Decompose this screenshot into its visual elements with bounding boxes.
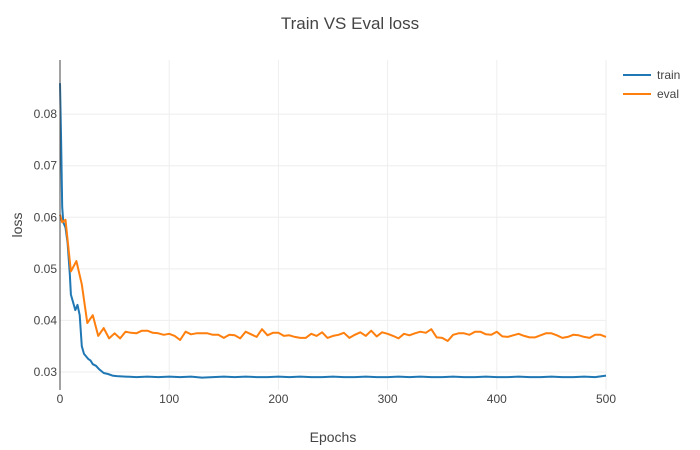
y-tick-label: 0.07 (34, 159, 58, 173)
series-line-eval[interactable] (59, 214, 607, 342)
y-tick-label: 0.04 (34, 313, 58, 327)
chart-title: Train VS Eval loss (281, 14, 419, 33)
legend-item-train[interactable]: train (623, 68, 680, 82)
y-axis: 0.03 0.04 0.05 0.06 0.07 0.08 (34, 107, 58, 379)
x-tick-label: 400 (487, 392, 507, 406)
legend-label: eval (657, 87, 679, 101)
legend[interactable]: train eval (623, 68, 680, 101)
y-axis-title: loss (9, 213, 25, 238)
y-tick-label: 0.05 (34, 262, 58, 276)
legend-item-eval[interactable]: eval (623, 87, 679, 101)
x-tick-label: 300 (378, 392, 398, 406)
y-tick-label: 0.03 (34, 365, 58, 379)
x-tick-label: 500 (596, 392, 616, 406)
x-axis: 0 100 200 300 400 500 (57, 392, 617, 406)
plot-area (59, 83, 607, 379)
x-axis-title: Epochs (310, 429, 357, 445)
y-tick-label: 0.06 (34, 210, 58, 224)
y-tick-label: 0.08 (34, 107, 58, 121)
series-line-train[interactable] (59, 83, 607, 379)
legend-label: train (657, 68, 680, 82)
grid (60, 60, 607, 390)
x-tick-label: 200 (268, 392, 288, 406)
x-tick-label: 100 (159, 392, 179, 406)
x-tick-label: 0 (57, 392, 64, 406)
